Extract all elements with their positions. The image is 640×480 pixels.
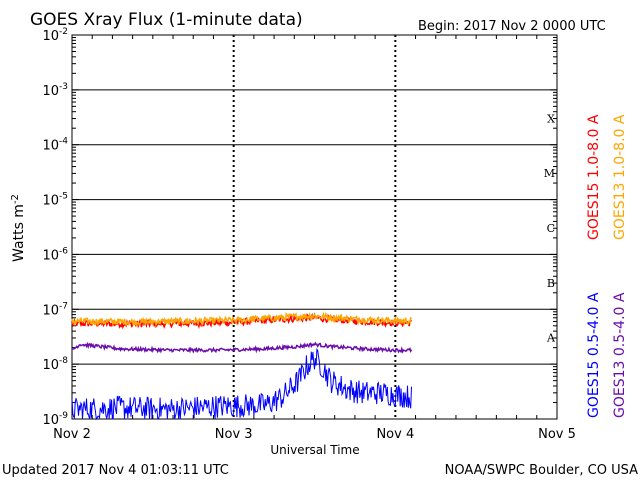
y-axis-label-text: Watts m bbox=[11, 204, 27, 262]
y-tick-label: 10-9 bbox=[42, 411, 68, 428]
series-line-2 bbox=[71, 311, 413, 328]
y-tick-base: 10 bbox=[42, 248, 59, 263]
x-tick-label: Nov 2 bbox=[53, 427, 91, 442]
y-tick-label: 10-3 bbox=[42, 82, 68, 99]
y-tick-exponent: -4 bbox=[59, 137, 68, 147]
y-tick-label: 10-8 bbox=[42, 356, 68, 373]
y-tick-base: 10 bbox=[42, 29, 59, 44]
y-tick-exponent: -3 bbox=[59, 82, 68, 92]
y-tick-label: 10-7 bbox=[42, 301, 68, 318]
y-tick-label: 10-6 bbox=[42, 246, 68, 263]
series-line-4 bbox=[71, 341, 413, 354]
y-axis: 10-910-810-710-610-510-410-310-2 bbox=[42, 27, 557, 428]
flare-class-label: C bbox=[547, 222, 555, 235]
credit-label: NOAA/SWPC Boulder, CO USA bbox=[445, 463, 638, 478]
x-tick-label: Nov 4 bbox=[376, 427, 414, 442]
chart-title: GOES Xray Flux (1-minute data) bbox=[30, 10, 303, 30]
x-tick-label: Nov 3 bbox=[215, 427, 253, 442]
x-axis-label: Universal Time bbox=[270, 443, 359, 457]
legend-goes13-long: GOES13 1.0-8.0 A bbox=[612, 114, 628, 240]
y-tick-label: 10-4 bbox=[42, 137, 68, 154]
y-tick-exponent: -5 bbox=[59, 192, 68, 202]
y-tick-base: 10 bbox=[42, 358, 59, 373]
y-axis-label: Watts m-2 bbox=[10, 194, 27, 262]
flare-class-label: B bbox=[547, 277, 555, 290]
legend-goes15-long: GOES15 1.0-8.0 A bbox=[586, 114, 602, 240]
flare-class-label: A bbox=[546, 332, 556, 345]
y-tick-base: 10 bbox=[42, 139, 59, 154]
y-tick-exponent: -6 bbox=[59, 246, 68, 256]
x-tick-label: Nov 5 bbox=[538, 427, 576, 442]
begin-label: Begin: 2017 Nov 2 0000 UTC bbox=[418, 19, 606, 34]
legend-goes13-short: GOES13 0.5-4.0 A bbox=[612, 292, 628, 418]
y-tick-base: 10 bbox=[42, 84, 59, 99]
y-axis-label-exponent: -2 bbox=[10, 194, 21, 204]
y-tick-exponent: -2 bbox=[59, 27, 68, 37]
y-tick-exponent: -9 bbox=[59, 411, 68, 421]
flare-class-label: M bbox=[544, 167, 555, 180]
y-tick-exponent: -8 bbox=[59, 356, 68, 366]
y-tick-exponent: -7 bbox=[59, 301, 68, 311]
series-line-3 bbox=[71, 347, 412, 421]
y-tick-label: 10-2 bbox=[42, 27, 68, 44]
y-tick-label: 10-5 bbox=[42, 192, 68, 209]
x-axis: Nov 2 Nov 3 Nov 4 Nov 5 bbox=[53, 35, 576, 442]
flare-class-label: X bbox=[547, 112, 555, 125]
flare-class-labels: A B C M X bbox=[544, 112, 556, 344]
y-tick-base: 10 bbox=[42, 413, 59, 428]
series-lines bbox=[71, 311, 413, 421]
plot-frame bbox=[71, 34, 558, 420]
y-tick-base: 10 bbox=[42, 303, 59, 318]
updated-label: Updated 2017 Nov 4 01:03:11 UTC bbox=[2, 463, 229, 478]
y-tick-base: 10 bbox=[42, 194, 59, 209]
grid-lines bbox=[72, 35, 557, 419]
legend-goes15-short: GOES15 0.5-4.0 A bbox=[586, 292, 602, 418]
